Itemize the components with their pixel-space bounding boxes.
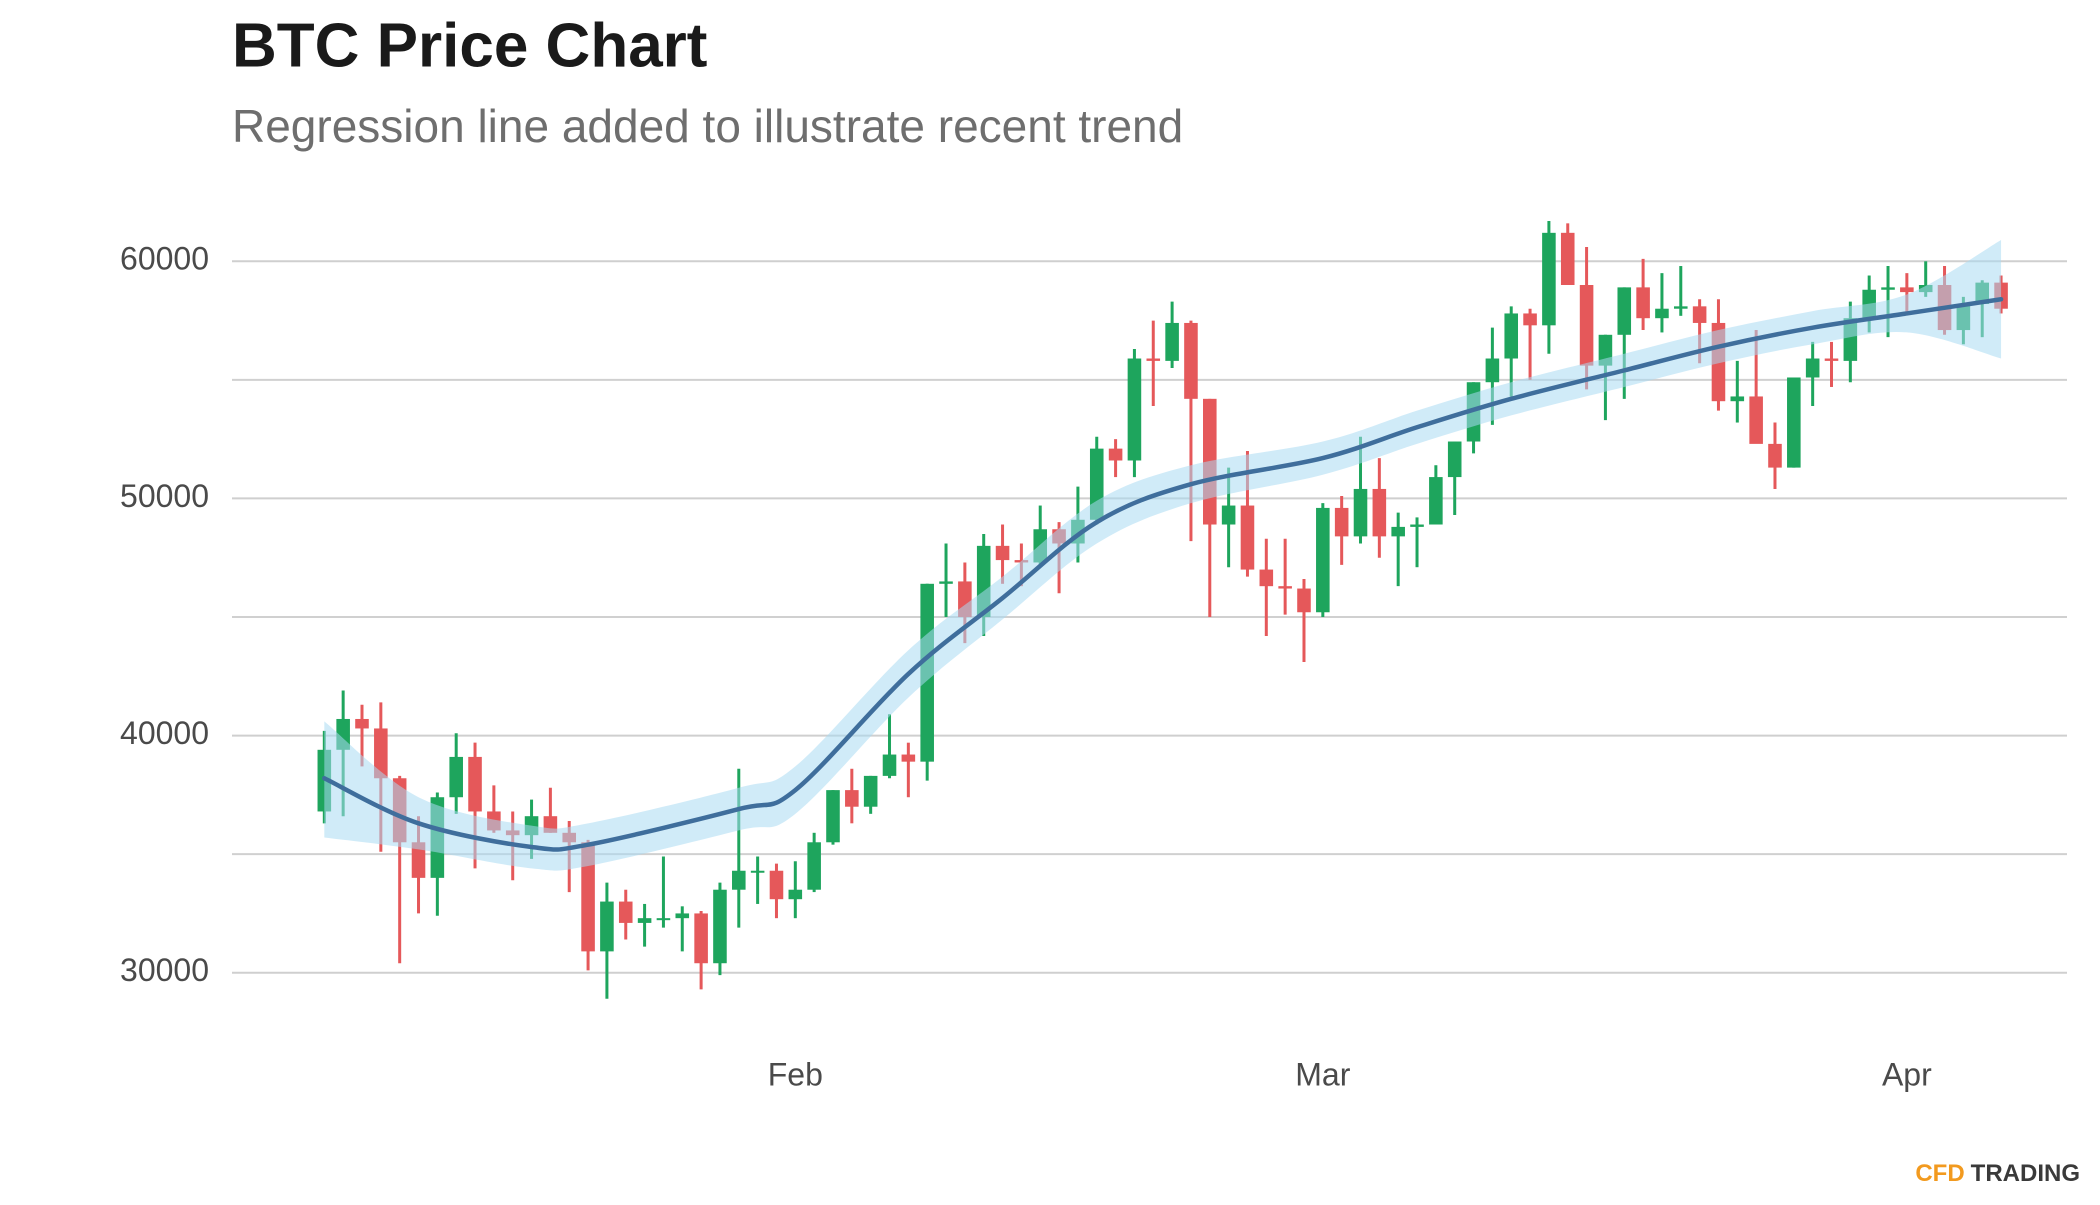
candle-body [1391, 526, 1405, 537]
brand-part: TRADING [1971, 1160, 2080, 1187]
candle-body [1127, 358, 1142, 461]
candle-body [1334, 507, 1349, 537]
candle-body [1768, 443, 1782, 468]
candle-body [1749, 396, 1763, 444]
brand-logo: CFD TRADING [1915, 1160, 2080, 1187]
y-tick-label: 50000 [120, 478, 209, 514]
candle-body [581, 842, 595, 952]
y-tick-label: 30000 [120, 952, 209, 988]
chart-title: BTC Price Chart [232, 11, 707, 80]
candle-body [1184, 322, 1198, 399]
candle-body [694, 913, 708, 964]
candle-body [656, 918, 671, 921]
candle-body [1881, 287, 1895, 290]
candle-body [1542, 232, 1556, 326]
candle-body [1636, 287, 1650, 319]
candle-body [1692, 306, 1707, 323]
y-tick-label: 60000 [120, 241, 209, 277]
y-tick-label: 40000 [120, 715, 209, 751]
candle-body [1221, 505, 1236, 525]
candle-body [939, 581, 953, 584]
candle-body [1297, 588, 1311, 613]
candle-body [845, 790, 859, 807]
candle-body [713, 889, 727, 964]
chart-subtitle: Regression line added to illustrate rece… [232, 100, 1183, 152]
candle-body [1824, 358, 1839, 361]
brand-part: CFD [1915, 1160, 1964, 1187]
candle-body [1410, 524, 1424, 527]
candle-body [1372, 488, 1387, 537]
candle-body [1278, 586, 1292, 589]
candle-body [411, 842, 426, 878]
x-tick-label: Feb [768, 1056, 823, 1092]
candle-body [1429, 477, 1443, 525]
candle-body [355, 718, 369, 729]
candle-body [1674, 306, 1688, 309]
candle-body [449, 756, 463, 798]
candle-body [1108, 448, 1123, 461]
confidence-band [324, 239, 2002, 871]
candle-body [863, 775, 878, 807]
candle-body [468, 756, 482, 812]
candle-body [882, 754, 897, 776]
candle-body [1523, 313, 1537, 326]
candle-body [1447, 441, 1462, 478]
x-tick-label: Mar [1295, 1056, 1350, 1092]
candle-body [769, 870, 784, 900]
x-tick-label: Apr [1882, 1056, 1932, 1092]
candle-body [637, 918, 652, 923]
candle-body [1146, 358, 1161, 361]
candle-body [788, 889, 803, 900]
candle-body [618, 901, 633, 923]
candle-body [901, 754, 916, 762]
candle-body [1353, 488, 1368, 537]
candle-body [374, 728, 388, 779]
candle-body [1259, 569, 1274, 587]
candle-body [1730, 396, 1745, 402]
candle-body [1787, 377, 1801, 468]
candle-body [826, 790, 840, 843]
candle-body [1504, 313, 1519, 359]
candle-body [1900, 287, 1914, 293]
candle-body [1655, 308, 1669, 319]
candle-body [1805, 358, 1820, 378]
regression-line [322, 296, 2004, 852]
candle-body [1240, 505, 1255, 570]
candle-body [1579, 285, 1594, 366]
candle-body [995, 545, 1010, 561]
candle-body [1316, 507, 1330, 613]
candle-body [1165, 322, 1179, 361]
candle-body [600, 901, 614, 952]
candle-body [1485, 358, 1500, 383]
candle-body [807, 842, 821, 890]
candle-body [675, 913, 690, 919]
candle-body [750, 870, 765, 873]
candle-body [1560, 232, 1575, 285]
candle-body [1617, 287, 1632, 335]
candle-body [732, 870, 746, 890]
